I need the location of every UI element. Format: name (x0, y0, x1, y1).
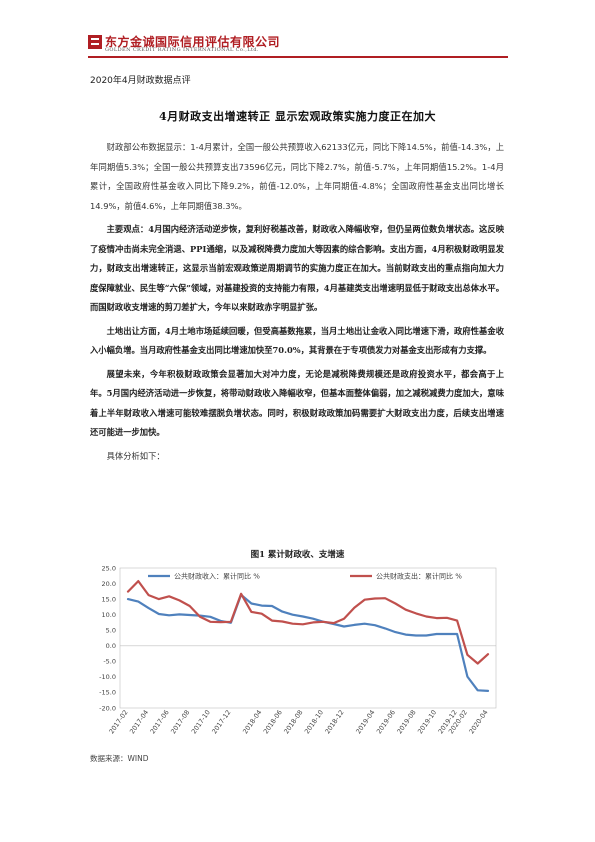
y-tick-label: 15.0 (102, 595, 116, 603)
company-name-en: GOLDEN CREDIT RATING INTERNATIONAL Co.,L… (105, 47, 259, 53)
y-tick-label: -5.0 (103, 658, 116, 666)
company-logo-icon (88, 35, 102, 49)
paragraph-outlook: 展望未来，今年积极财政政策会显著加大对冲力度，无论是减税降费规模还是政府投资水平… (90, 368, 504, 438)
x-tick-label: 2018-10 (303, 709, 325, 736)
paragraph-main-points: 主要观点：4月国内经济活动逆步恢，复利好税基改善，财政收入降幅收窄，但仍呈两位数… (90, 224, 504, 312)
paragraph-data-summary: 财政部公布数据显示：1-4月累计，全国一般公共预算收入62133亿元，同比下降1… (90, 142, 504, 211)
y-tick-label: 0.0 (106, 642, 116, 650)
paragraph-analysis-intro: 具体分析如下： (106, 450, 165, 461)
x-tick-label: 2020-04 (467, 709, 489, 736)
line-chart: -20.0 -15.0 -10.0 -5.0 0.0 5.0 10.0 15.0 20.0 25.… (99, 564, 497, 736)
x-tick-label: 2018-12 (323, 709, 345, 736)
x-tick-label: 2017-08 (169, 709, 191, 736)
x-tick-label: 2018-04 (241, 709, 263, 736)
figure-title: 图1 累计财政收、支增速 (250, 550, 345, 560)
x-tick-label: 2018-08 (282, 709, 304, 736)
series-line-revenue (126, 593, 490, 692)
y-tick-label: -20.0 (99, 704, 116, 712)
y-tick-label: 5.0 (106, 627, 116, 635)
y-tick-label: 20.0 (102, 580, 116, 588)
y-tick-label: 10.0 (102, 611, 116, 619)
x-tick-label: 2017-12 (210, 709, 232, 736)
x-tick-label: 2018-06 (262, 709, 284, 736)
series-line-expenditure (126, 580, 490, 665)
x-tick-label: 2017-10 (190, 709, 212, 736)
x-tick-label: 2019-06 (375, 709, 397, 736)
plot-frame (119, 567, 497, 709)
paragraph-land-sales: 土地出让方面，4月土地市场延续回暖，但受高基数拖累，当月土地出让金收入同比增速下… (90, 325, 504, 356)
y-tick-label: -10.0 (99, 673, 116, 681)
data-source: 数据来源：WIND (90, 754, 149, 763)
x-tick-label: 2017-06 (149, 709, 171, 736)
x-tick-label: 2019-08 (395, 709, 417, 736)
y-tick-label: 25.0 (102, 564, 116, 572)
main-title: 4月财政支出增速转正 显示宏观政策实施力度正在加大 (159, 110, 436, 123)
y-tick-label: -15.0 (99, 689, 116, 697)
company-name-cn: 东方金诚国际信用评估有限公司 (105, 35, 281, 49)
report-body: 财政部公布数据显示：1-4月累计，全国一般公共预算收入62133亿元，同比下降1… (90, 138, 504, 470)
report-subtitle: 2020年4月财政数据点评 (90, 76, 191, 86)
x-tick-label: 2017-02 (107, 709, 129, 736)
legend-label: 公共财政收入：累计同比 % (174, 572, 260, 581)
header-divider (88, 56, 508, 58)
x-tick-label: 2019-04 (354, 709, 376, 736)
legend-label: 公共财政支出：累计同比 % (376, 572, 462, 581)
x-tick-label: 2019-10 (416, 709, 438, 736)
report-header: 东方金诚国际信用评估有限公司 GOLDEN CREDIT RATING INTE… (88, 33, 508, 55)
x-tick-label: 2017-04 (128, 709, 150, 736)
